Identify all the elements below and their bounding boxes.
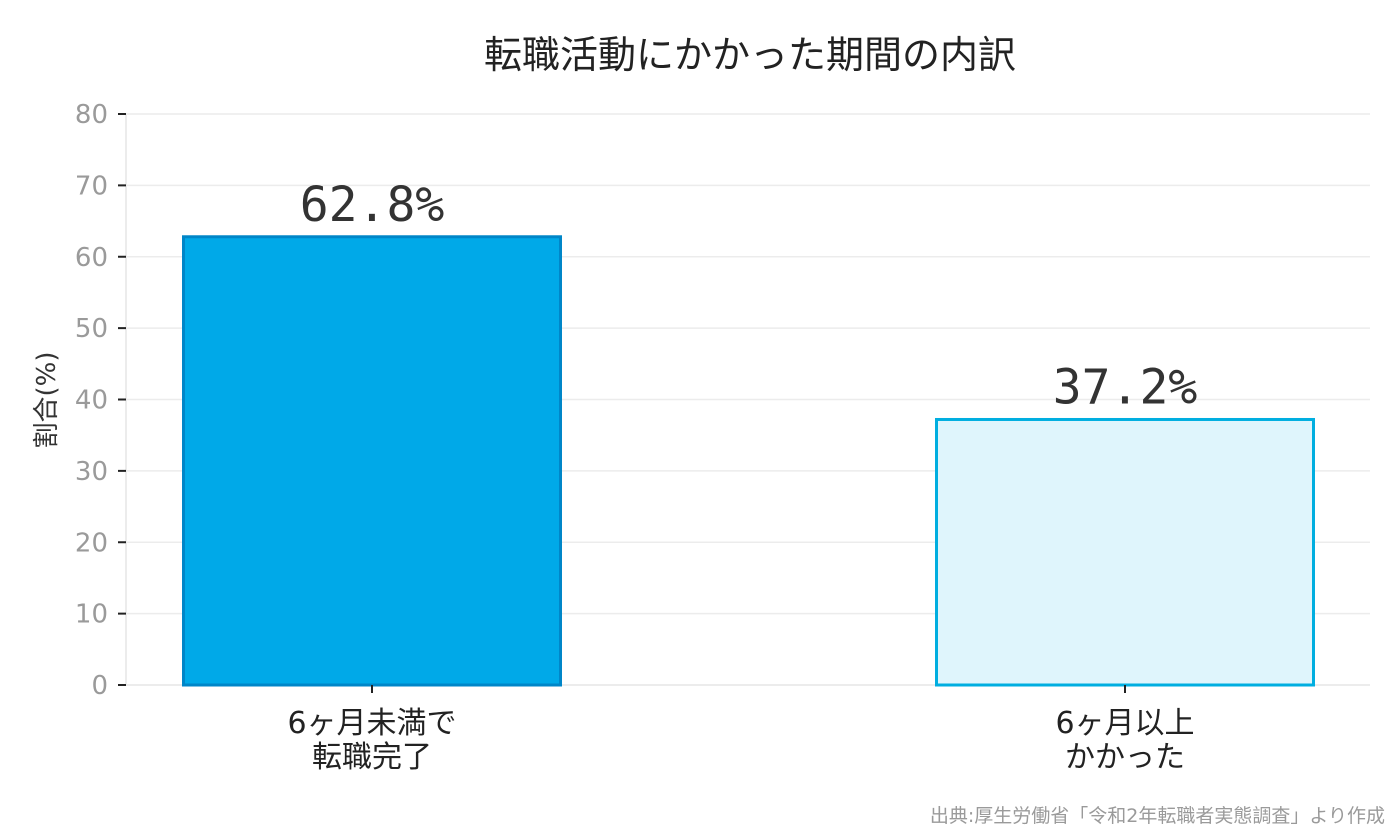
source-note: 出典:厚生労働省「令和2年転職者実態調査」より作成: [930, 805, 1385, 827]
x-tick-label: かかった: [1065, 740, 1185, 775]
data-label: 37.2%: [1053, 359, 1198, 415]
chart-title: 転職活動にかかった期間の内訳: [484, 33, 1016, 77]
bar: [182, 235, 562, 687]
y-tick-label: 50: [75, 314, 108, 344]
y-tick-label: 10: [75, 600, 108, 630]
x-tick-label: 転職完了: [312, 740, 432, 775]
y-tick-label: 30: [75, 457, 108, 487]
x-tick-label: 6ヶ月以上: [1055, 706, 1194, 741]
y-tick-label: 60: [75, 243, 108, 273]
y-tick-label: 0: [91, 671, 108, 701]
y-axis-ticks: 0 10 20 30 40 50 60 70 80: [75, 100, 126, 701]
y-tick-label: 40: [75, 386, 108, 416]
y-tick-label: 20: [75, 528, 108, 558]
y-tick-label: 80: [75, 100, 108, 130]
data-label: 62.8%: [300, 177, 445, 233]
x-tick-label: 6ヶ月未満で: [287, 706, 456, 741]
data-labels: 62.8% 37.2%: [300, 177, 1198, 416]
y-axis-label: 割合(%): [32, 352, 62, 449]
y-tick-label: 70: [75, 171, 108, 201]
bar: [935, 417, 1315, 687]
bars: [182, 235, 1315, 687]
